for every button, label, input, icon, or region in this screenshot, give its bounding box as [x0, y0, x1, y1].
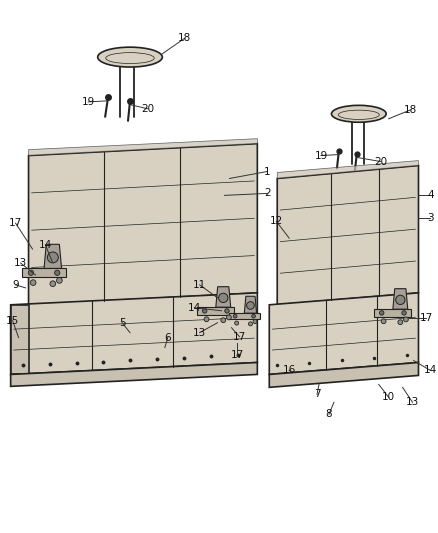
- Text: 19: 19: [81, 97, 95, 107]
- Circle shape: [30, 280, 36, 286]
- Circle shape: [396, 295, 405, 304]
- Circle shape: [57, 278, 62, 283]
- Text: 13: 13: [406, 397, 419, 407]
- Text: 1: 1: [264, 166, 271, 176]
- Polygon shape: [374, 309, 411, 317]
- Text: 4: 4: [427, 190, 434, 200]
- Polygon shape: [28, 144, 258, 305]
- Polygon shape: [216, 287, 231, 307]
- Circle shape: [379, 311, 384, 315]
- Circle shape: [221, 318, 226, 322]
- Circle shape: [233, 314, 237, 318]
- Circle shape: [204, 317, 209, 322]
- Polygon shape: [269, 293, 418, 374]
- Text: 17: 17: [233, 332, 246, 342]
- Text: 15: 15: [6, 316, 19, 326]
- Polygon shape: [22, 269, 66, 277]
- Text: 16: 16: [283, 366, 296, 375]
- Text: 8: 8: [325, 409, 332, 419]
- Circle shape: [235, 321, 239, 325]
- Text: 3: 3: [427, 213, 434, 223]
- Text: 17: 17: [9, 218, 22, 228]
- Polygon shape: [11, 362, 258, 386]
- Polygon shape: [393, 289, 408, 309]
- Text: 14: 14: [424, 366, 437, 375]
- Text: 11: 11: [193, 280, 206, 290]
- Polygon shape: [11, 305, 28, 374]
- Text: 14: 14: [188, 303, 201, 313]
- Text: 13: 13: [193, 328, 206, 337]
- Polygon shape: [277, 160, 418, 179]
- Circle shape: [381, 319, 386, 324]
- Text: 14: 14: [39, 240, 52, 250]
- Polygon shape: [11, 293, 258, 374]
- Circle shape: [225, 309, 229, 313]
- Circle shape: [219, 293, 228, 303]
- Text: 18: 18: [404, 105, 417, 115]
- Text: 18: 18: [178, 33, 191, 43]
- Ellipse shape: [332, 106, 386, 122]
- Text: 20: 20: [141, 104, 155, 114]
- Polygon shape: [269, 362, 418, 387]
- Text: 6: 6: [165, 333, 171, 343]
- Text: 17: 17: [231, 350, 244, 360]
- Polygon shape: [229, 313, 260, 319]
- Text: 7: 7: [314, 389, 320, 399]
- Text: 2: 2: [264, 188, 271, 198]
- Text: 20: 20: [374, 157, 387, 166]
- Circle shape: [248, 322, 252, 326]
- Text: 19: 19: [314, 151, 328, 160]
- Circle shape: [28, 270, 34, 276]
- Polygon shape: [44, 244, 62, 269]
- Text: 5: 5: [119, 318, 125, 328]
- Polygon shape: [28, 139, 258, 156]
- Polygon shape: [244, 296, 257, 313]
- Circle shape: [402, 311, 406, 315]
- Circle shape: [252, 314, 255, 318]
- Circle shape: [50, 281, 56, 287]
- Circle shape: [55, 270, 60, 276]
- Text: 17: 17: [420, 313, 433, 322]
- Polygon shape: [277, 166, 418, 305]
- Text: 9: 9: [12, 280, 19, 290]
- Circle shape: [247, 302, 254, 309]
- Text: 10: 10: [382, 392, 395, 402]
- Text: 13: 13: [14, 258, 27, 268]
- Circle shape: [253, 320, 257, 324]
- Polygon shape: [197, 307, 234, 314]
- Circle shape: [403, 317, 408, 322]
- Text: 12: 12: [270, 216, 283, 226]
- Circle shape: [398, 320, 403, 325]
- Circle shape: [226, 315, 231, 320]
- Circle shape: [202, 309, 207, 313]
- Circle shape: [47, 252, 58, 263]
- Ellipse shape: [98, 47, 162, 67]
